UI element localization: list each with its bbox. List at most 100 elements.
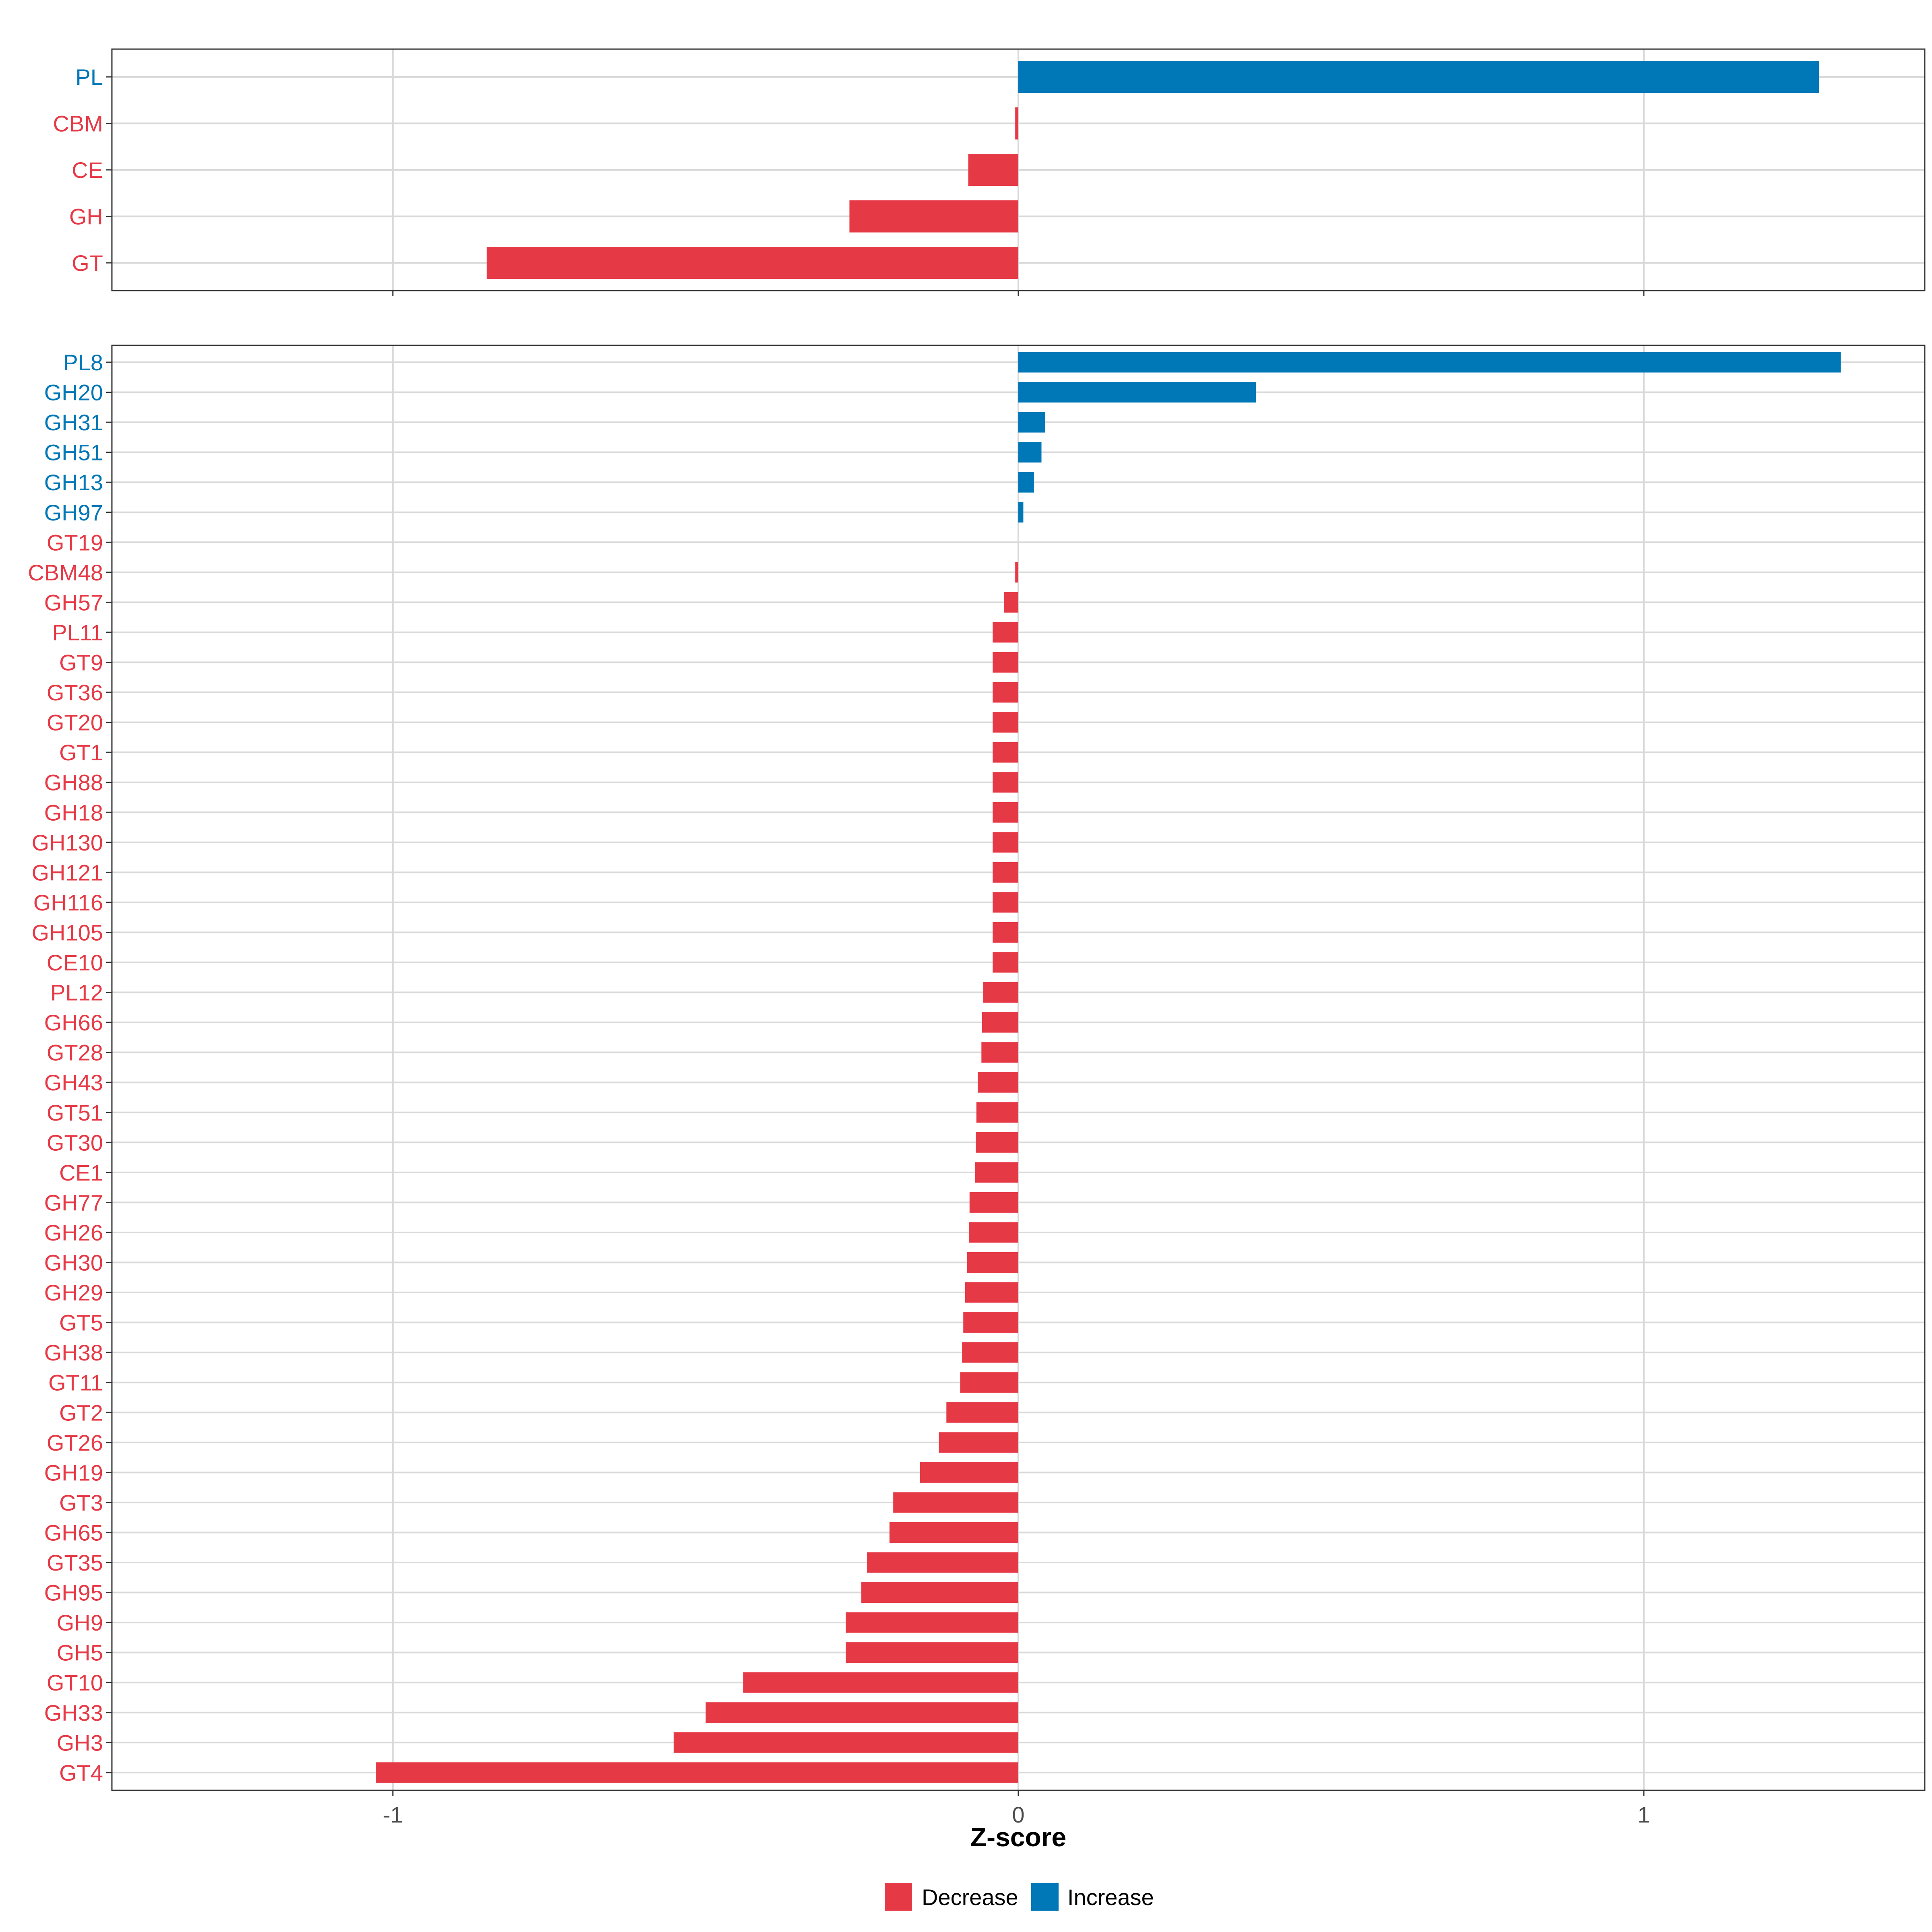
category-label-gt35: GT35: [47, 1550, 103, 1575]
bar-gt20: [993, 712, 1018, 733]
category-label-gt28: GT28: [47, 1040, 103, 1065]
x-tick-label: 1: [1637, 1802, 1650, 1827]
category-label-ce: CE: [72, 157, 103, 183]
category-label-gh18: GH18: [44, 800, 103, 825]
category-label-pl11: PL11: [52, 620, 103, 645]
bar-gh3: [673, 1732, 1018, 1753]
category-label-gh26: GH26: [44, 1220, 103, 1245]
category-label-pl12: PL12: [50, 980, 103, 1005]
bar-gh29: [965, 1282, 1018, 1303]
bar-gh9: [846, 1612, 1018, 1633]
category-label-gh51: GH51: [44, 440, 103, 465]
bar-gh33: [706, 1702, 1018, 1723]
category-label-gh9: GH9: [57, 1610, 103, 1635]
bar-gh13: [1018, 472, 1034, 493]
bar-gh38: [962, 1342, 1018, 1363]
category-label-gt19: GT19: [47, 530, 103, 555]
category-label-gt36: GT36: [47, 680, 103, 705]
category-label-gh5: GH5: [57, 1640, 103, 1666]
category-label-gh57: GH57: [44, 590, 103, 615]
x-tick-label: 0: [1012, 1802, 1024, 1827]
bar-ce10: [993, 952, 1018, 973]
bar-gh130: [993, 832, 1018, 853]
family-panel: PL8 GH20 GH3 1 GH51 GH13 GH97 GT19 CBM48 GH57 PL11…: [28, 345, 1926, 1827]
bar-gh19: [920, 1462, 1018, 1483]
bar-pl8: [1018, 352, 1841, 373]
bar-gh77: [969, 1192, 1018, 1213]
bar-ce: [968, 154, 1018, 186]
bar-gh30: [967, 1252, 1018, 1273]
category-label-gh95: GH95: [44, 1580, 103, 1606]
bar-pl: [1018, 61, 1819, 93]
x-axis-title: Z-score: [970, 1822, 1066, 1852]
bar-gt9: [993, 652, 1018, 673]
category-label-gt30: GT30: [47, 1130, 103, 1155]
category-label-gh65: GH65: [44, 1520, 103, 1545]
bar-gh5: [846, 1642, 1018, 1663]
category-label-gh97: GH97: [44, 500, 103, 525]
bar-gt35: [867, 1552, 1018, 1573]
bar-gh95: [861, 1582, 1018, 1603]
bar-gh20: [1018, 382, 1256, 403]
bar-gt30: [976, 1132, 1018, 1153]
bar-gh43: [977, 1072, 1018, 1093]
bar-gt2: [946, 1402, 1018, 1423]
bar-gh: [849, 200, 1018, 233]
category-label-gt26: GT26: [47, 1430, 103, 1455]
legend: Decrease Increase: [885, 1883, 1154, 1911]
category-label-gh13: GH13: [44, 470, 103, 495]
bar-gh88: [993, 772, 1018, 793]
bar-gh31: [1018, 412, 1045, 433]
bar-gh97: [1018, 502, 1024, 523]
category-label-gh88: GH88: [44, 770, 103, 795]
x-tick-label: -1: [383, 1802, 403, 1827]
bar-gt10: [743, 1672, 1018, 1693]
bar-pl12: [983, 982, 1018, 1003]
category-label-gh38: GH38: [44, 1340, 103, 1365]
category-label-gh105: GH105: [32, 920, 103, 945]
category-label-gt20: GT20: [47, 710, 103, 735]
category-label-pl: PL: [76, 64, 103, 90]
category-label-pl8: PL8: [63, 350, 103, 375]
category-label-gh33: GH33: [44, 1700, 103, 1726]
category-label-gh3: GH3: [57, 1730, 103, 1755]
category-label-gt11: GT11: [48, 1370, 103, 1395]
bar-gh18: [993, 802, 1018, 823]
bar-gh116: [993, 892, 1018, 913]
category-label-gt51: GT51: [47, 1100, 103, 1125]
bar-gt11: [960, 1372, 1018, 1393]
bar-gt1: [993, 742, 1018, 763]
category-label-gh29: GH29: [44, 1280, 103, 1305]
category-label-gh43: GH43: [44, 1070, 103, 1095]
category-label-gt2: GT2: [59, 1400, 103, 1425]
bar-gh121: [993, 862, 1018, 883]
category-label-gh130: GH130: [32, 830, 103, 855]
bar-gt4: [376, 1762, 1018, 1783]
bar-gh65: [889, 1522, 1018, 1543]
bar-gh57: [1004, 592, 1018, 613]
bar-cbm48: [1015, 562, 1018, 583]
bar-gt3: [893, 1492, 1018, 1513]
bar-gt5: [963, 1312, 1018, 1333]
legend-label-increase: Increase: [1067, 1885, 1154, 1910]
category-label-gh121: GH121: [32, 860, 103, 885]
category-label-gh116: GH116: [33, 890, 103, 915]
bar-gt26: [939, 1432, 1018, 1453]
bar-gh66: [982, 1012, 1018, 1033]
category-label-cbm: CBM: [53, 111, 103, 136]
category-label-gh20: GH20: [44, 380, 103, 405]
category-label-gt4: GT4: [59, 1760, 103, 1785]
category-label-gt9: GT9: [59, 650, 103, 675]
category-label-gt1: GT1: [59, 740, 103, 765]
bar-gt36: [993, 682, 1018, 703]
category-label-gt: GT: [72, 250, 103, 276]
category-label-gh: GH: [69, 204, 103, 229]
bar-gh51: [1018, 442, 1042, 463]
category-label-ce1: CE1: [59, 1160, 103, 1185]
category-label-ce10: CE10: [47, 950, 103, 975]
category-label-cbm48: CBM48: [28, 560, 103, 585]
class-panel: PL CBM CE GH GT: [53, 48, 1926, 296]
category-label-gt10: GT10: [47, 1670, 103, 1695]
category-label-gh77: GH77: [44, 1190, 103, 1215]
